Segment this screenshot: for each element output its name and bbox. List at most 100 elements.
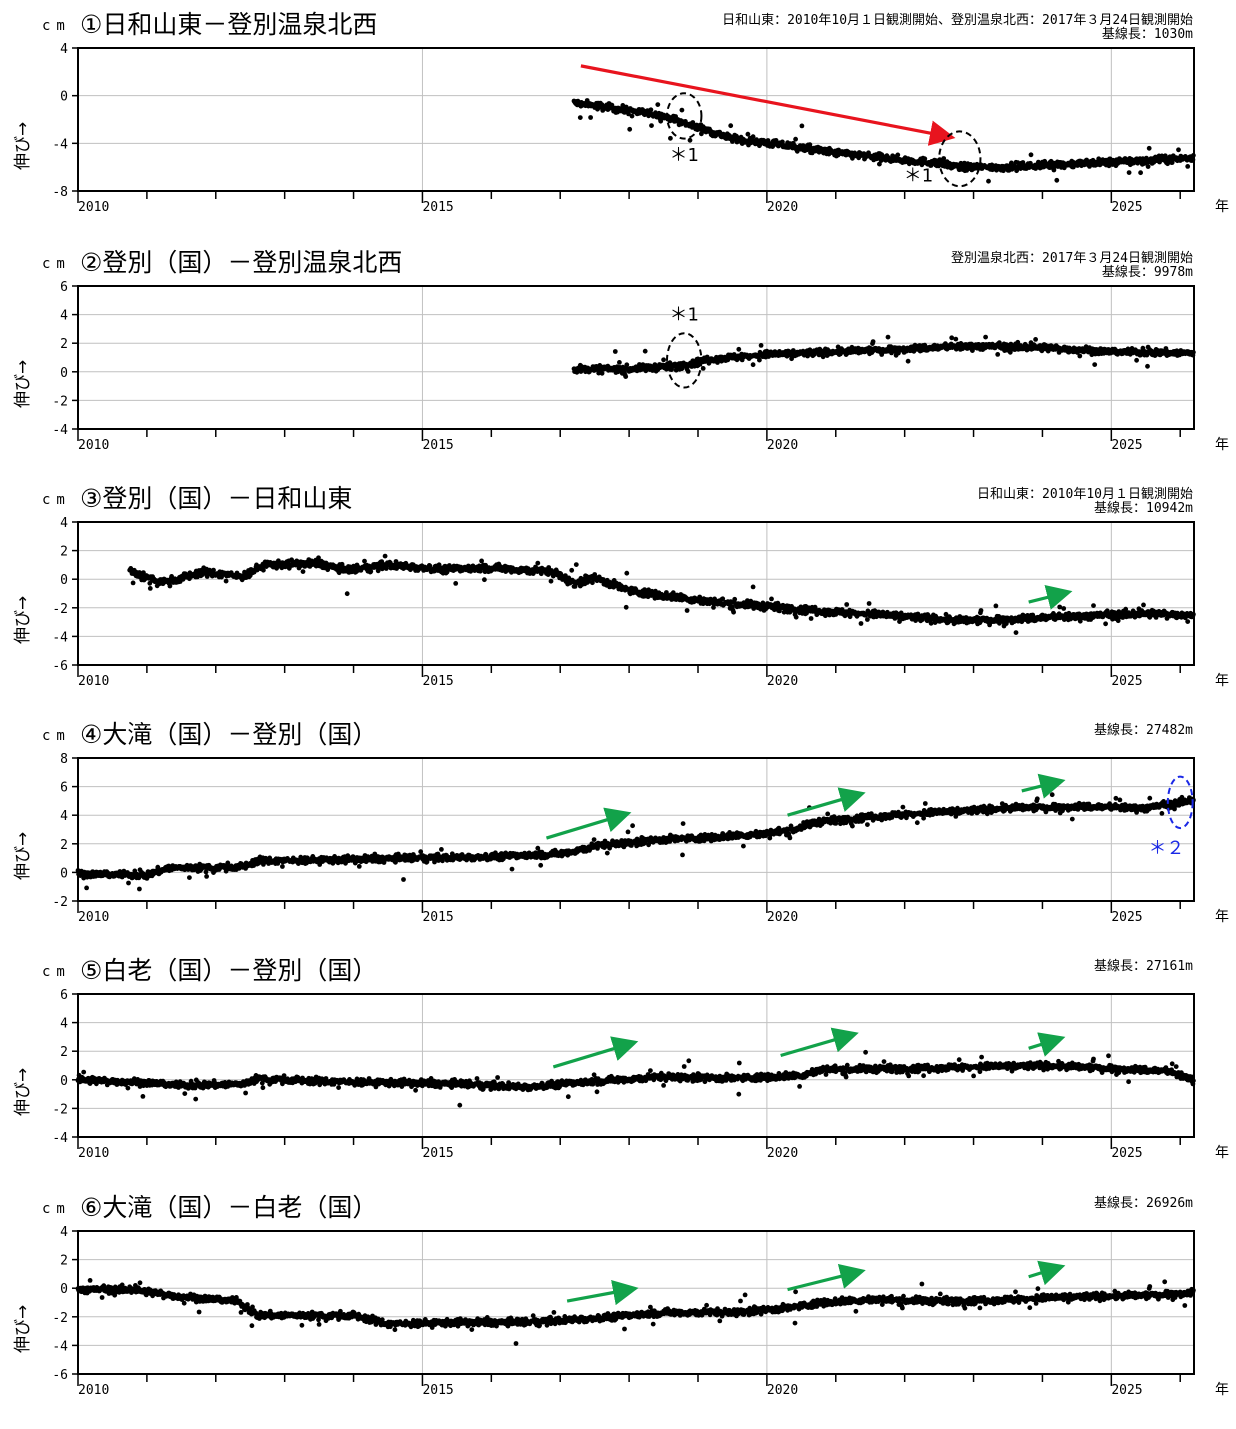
data-point <box>1127 170 1132 175</box>
data-point <box>732 597 737 602</box>
data-point <box>929 621 934 626</box>
data-point <box>627 127 632 132</box>
data-point <box>383 554 388 559</box>
data-point <box>794 615 799 620</box>
data-point <box>871 339 876 344</box>
data-point <box>630 114 635 119</box>
data-point <box>538 863 543 868</box>
data-point <box>1103 621 1108 626</box>
data-point <box>535 561 540 566</box>
data-point <box>1029 152 1034 157</box>
data-point <box>728 123 733 128</box>
x-tick-label: 2010 <box>78 200 109 215</box>
x-tick-label: 2025 <box>1111 674 1142 689</box>
data-point <box>859 621 864 626</box>
data-point <box>895 153 900 158</box>
data-point <box>731 610 736 615</box>
data-point <box>613 349 618 354</box>
data-point <box>600 371 605 376</box>
data-point <box>1054 178 1059 183</box>
green-trend-arrow <box>1029 594 1063 603</box>
y-tick-label: 2 <box>60 337 68 352</box>
x-tick-label: 2015 <box>422 674 453 689</box>
data-point <box>906 359 911 364</box>
data-point <box>301 569 306 574</box>
data-point <box>793 137 798 142</box>
data-point <box>1147 146 1152 151</box>
data-point <box>280 864 285 869</box>
y-tick-label: -8 <box>52 185 68 200</box>
data-point <box>574 562 579 567</box>
data-point <box>649 123 654 128</box>
data-point <box>949 335 954 340</box>
data-point <box>439 847 444 852</box>
data-point <box>821 354 826 359</box>
data-point <box>126 881 131 886</box>
data-point <box>886 335 891 340</box>
data-point <box>482 577 487 582</box>
data-point <box>661 357 666 362</box>
data-point <box>736 347 741 352</box>
y-tick-label: 6 <box>60 280 68 295</box>
data-point <box>800 124 805 129</box>
y-tick-label: -6 <box>52 659 68 674</box>
annotation-label: ＊1 <box>669 145 698 166</box>
data-point <box>549 579 554 584</box>
data-point <box>867 601 872 606</box>
data-point <box>137 887 142 892</box>
red-trend-arrow <box>581 66 946 136</box>
y-tick-label: -4 <box>52 423 68 438</box>
data-point <box>131 581 136 586</box>
data-point <box>357 864 362 869</box>
data-point <box>401 877 406 882</box>
data-point <box>979 608 984 613</box>
data-point <box>578 115 583 120</box>
data-point <box>1033 337 1038 342</box>
data-point <box>685 608 690 613</box>
y-tick-label: -4 <box>52 137 68 152</box>
data-series <box>572 335 1196 379</box>
x-tick-label: 2010 <box>78 438 109 453</box>
y-tick-label: 4 <box>60 42 68 57</box>
data-point <box>1091 603 1096 608</box>
data-point <box>751 362 756 367</box>
data-point <box>1141 603 1146 608</box>
data-point <box>1176 147 1181 152</box>
x-tick-label: 2015 <box>422 438 453 453</box>
data-point <box>187 875 192 880</box>
data-point <box>1185 619 1190 624</box>
data-point <box>655 102 660 107</box>
annotation-label: ＊1 <box>669 304 698 325</box>
data-point <box>362 559 367 564</box>
data-point <box>983 335 988 340</box>
x-tick-label: 2015 <box>422 200 453 215</box>
data-point <box>1146 164 1151 169</box>
data-point <box>624 571 629 576</box>
data-point <box>751 585 756 590</box>
data-point <box>204 874 209 879</box>
y-tick-label: 4 <box>60 309 68 324</box>
data-point <box>701 366 706 371</box>
x-tick-label: 2020 <box>767 674 798 689</box>
y-tick-label: 0 <box>60 573 68 588</box>
data-point <box>84 886 89 891</box>
data-point <box>1014 630 1019 635</box>
data-point <box>224 579 229 584</box>
data-point <box>624 605 629 610</box>
data-point <box>688 138 693 143</box>
data-point <box>623 374 628 379</box>
data-point <box>1061 606 1066 611</box>
data-point <box>453 581 458 586</box>
data-point <box>986 179 991 184</box>
y-tick-label: -4 <box>52 630 68 645</box>
data-point <box>995 352 1000 357</box>
data-point <box>1092 362 1097 367</box>
x-tick-label: 2020 <box>767 438 798 453</box>
